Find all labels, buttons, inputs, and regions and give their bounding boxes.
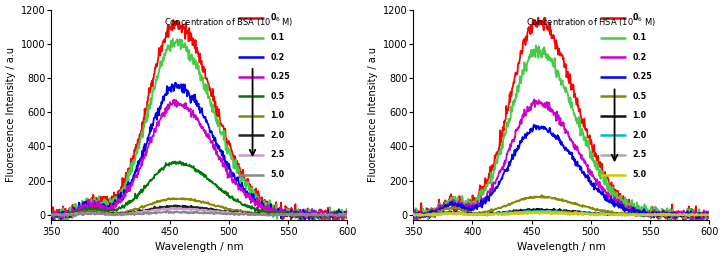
Text: 0.5: 0.5	[270, 92, 285, 101]
Text: 0.1: 0.1	[632, 33, 647, 42]
Text: 2.5: 2.5	[270, 150, 285, 159]
Text: 5.0: 5.0	[632, 170, 647, 179]
Text: 2.0: 2.0	[270, 131, 285, 140]
Text: 2.5: 2.5	[632, 150, 647, 159]
Text: 0.5: 0.5	[632, 92, 647, 101]
Text: Concentration of BSA (10$^{-6}$ M): Concentration of BSA (10$^{-6}$ M)	[164, 16, 293, 29]
Text: Concentration of HSA (10$^{-6}$ M): Concentration of HSA (10$^{-6}$ M)	[526, 16, 656, 29]
Text: 0: 0	[632, 13, 638, 22]
Text: 2.0: 2.0	[632, 131, 647, 140]
Text: 5.0: 5.0	[270, 170, 285, 179]
X-axis label: Wavelength / nm: Wavelength / nm	[155, 243, 243, 252]
X-axis label: Wavelength / nm: Wavelength / nm	[517, 243, 605, 252]
Y-axis label: Fluorescence Intensity / a.u: Fluorescence Intensity / a.u	[368, 47, 377, 182]
Text: 1.0: 1.0	[270, 111, 285, 120]
Text: 0.2: 0.2	[632, 53, 647, 62]
Text: 1.0: 1.0	[632, 111, 647, 120]
Text: 0: 0	[270, 13, 276, 22]
Text: 0.25: 0.25	[270, 72, 290, 81]
Text: 0.1: 0.1	[270, 33, 285, 42]
Text: 0.2: 0.2	[270, 53, 285, 62]
Text: 0.25: 0.25	[632, 72, 652, 81]
Y-axis label: Fluorescence Intensity / a.u: Fluorescence Intensity / a.u	[6, 47, 15, 182]
